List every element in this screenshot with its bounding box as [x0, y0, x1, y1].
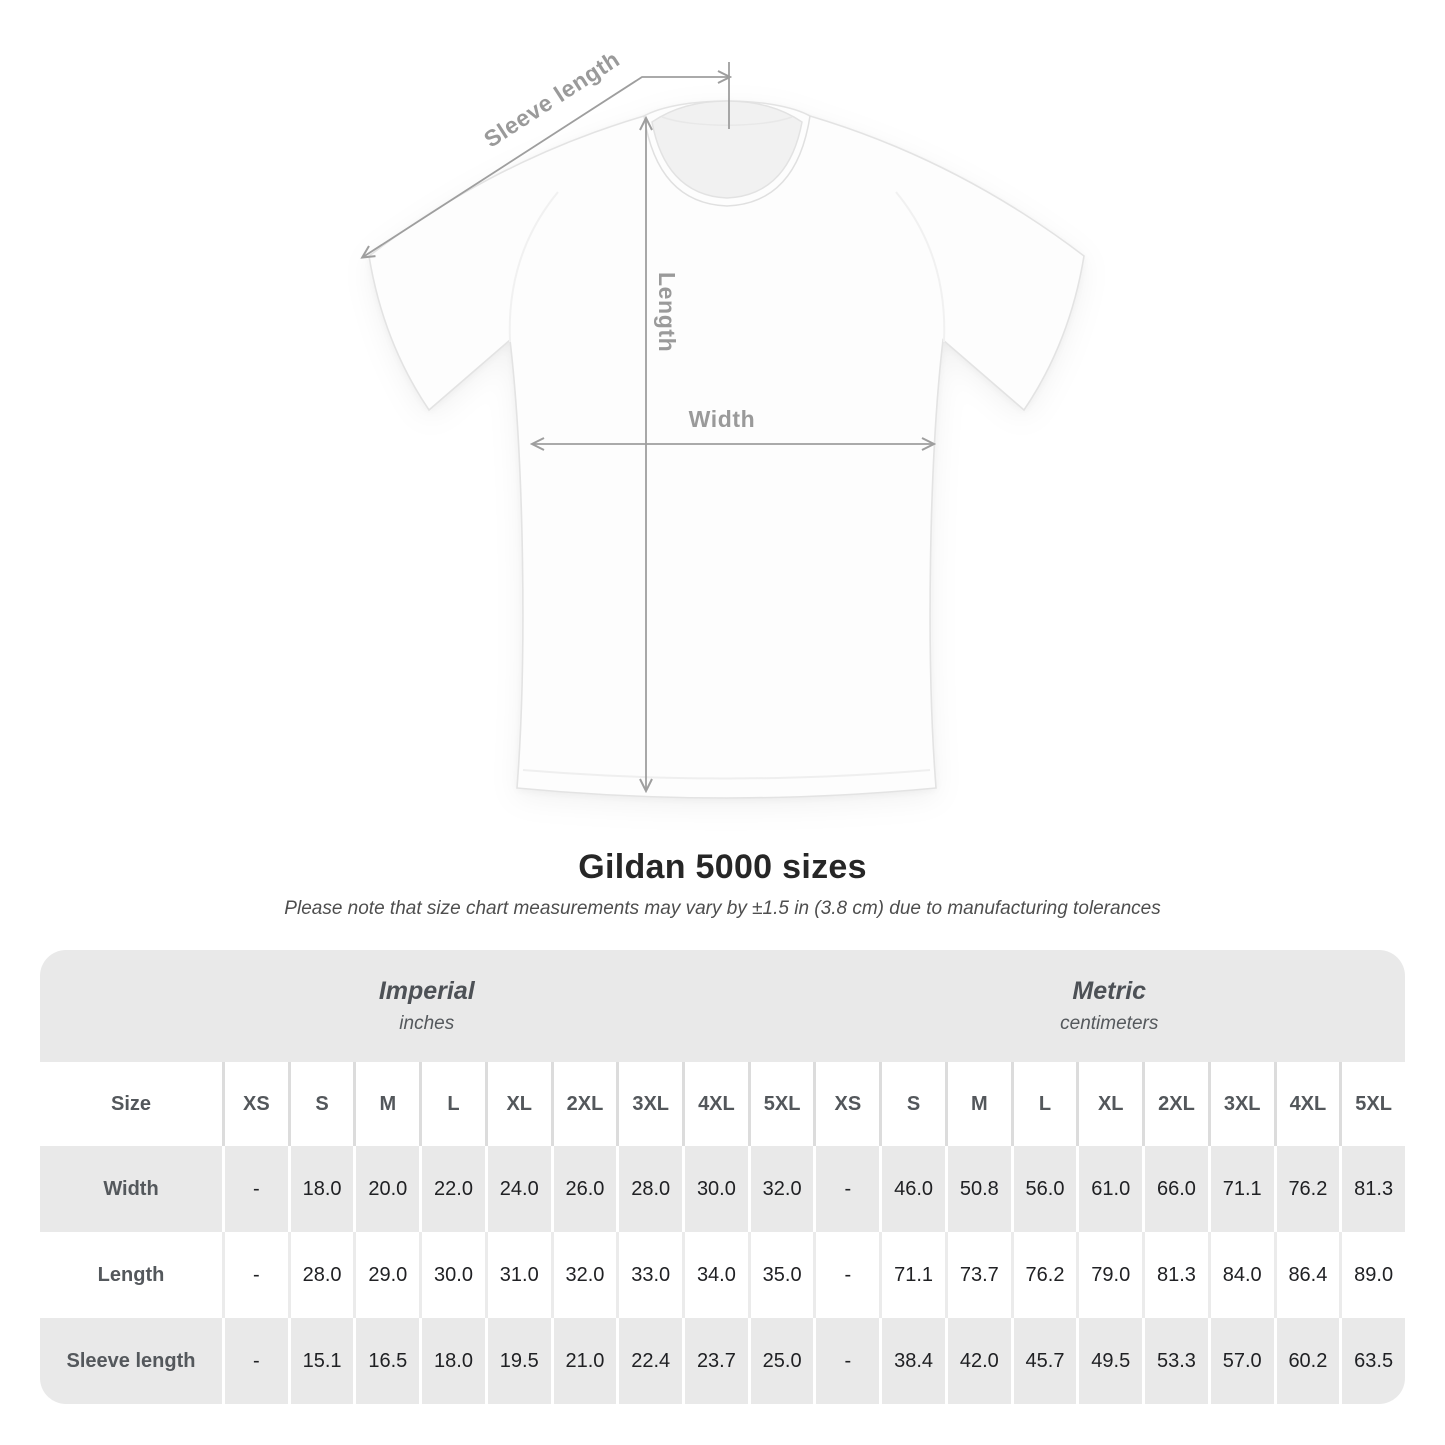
- table-cell: 49.5: [1076, 1318, 1142, 1404]
- size-col-header: M: [353, 1062, 419, 1146]
- size-col-header: XS: [222, 1062, 288, 1146]
- table-cell: 50.8: [944, 1146, 1011, 1232]
- table-cell: 30.0: [682, 1146, 748, 1232]
- table-cell: 16.5: [353, 1318, 419, 1404]
- table-cell: 28.0: [616, 1146, 682, 1232]
- table-cell: 71.1: [1207, 1146, 1274, 1232]
- unit-group-header-row: Imperial inches Metric centimeters: [40, 950, 1405, 1062]
- table-cell: 32.0: [550, 1232, 617, 1318]
- table-row-length: Length - 28.0 29.0 30.0 31.0 32.0 33.0 3…: [40, 1232, 1405, 1318]
- size-col-header: XL: [1076, 1062, 1142, 1146]
- table-cell: 57.0: [1207, 1318, 1274, 1404]
- size-column-header: Size: [110, 1092, 152, 1115]
- table-cell: 60.2: [1273, 1318, 1340, 1404]
- table-cell: 20.0: [353, 1146, 419, 1232]
- metric-group-title: Metric: [1072, 977, 1147, 1005]
- table-cell: 29.0: [353, 1232, 419, 1318]
- row-label: Sleeve length: [66, 1349, 196, 1372]
- table-cell: 32.0: [747, 1146, 814, 1232]
- tshirt-measurement-diagram: Sleeve length Length Width: [0, 46, 1085, 799]
- table-cell: 28.0: [287, 1232, 354, 1318]
- size-col-header: S: [287, 1062, 354, 1146]
- size-col-header: XL: [484, 1062, 551, 1146]
- table-cell: 34.0: [682, 1232, 748, 1318]
- table-cell: 81.3: [1142, 1232, 1208, 1318]
- tshirt-shape: [368, 100, 1085, 799]
- table-cell: 61.0: [1076, 1146, 1142, 1232]
- table-cell: 73.7: [944, 1232, 1011, 1318]
- table-cell: 21.0: [550, 1318, 617, 1404]
- table-cell: 45.7: [1010, 1318, 1077, 1404]
- table-cell: 26.0: [550, 1146, 617, 1232]
- size-table: Imperial inches Metric centimeters Size …: [40, 950, 1405, 1404]
- table-cell: -: [222, 1232, 288, 1318]
- table-cell: 18.0: [419, 1318, 485, 1404]
- table-cell: 31.0: [484, 1232, 551, 1318]
- table-cell: -: [813, 1318, 879, 1404]
- size-header-row: Size XS S M L XL 2XL 3XL 4XL 5XL XS S M …: [40, 1062, 1405, 1146]
- tolerance-note: Please note that size chart measurements…: [284, 898, 1161, 919]
- table-cell: 89.0: [1339, 1232, 1405, 1318]
- table-cell: 18.0: [287, 1146, 354, 1232]
- dimension-lines: [363, 62, 933, 790]
- size-col-header: XS: [813, 1062, 879, 1146]
- size-col-header: 3XL: [1207, 1062, 1274, 1146]
- size-col-header: 2XL: [550, 1062, 617, 1146]
- table-cell: 24.0: [484, 1146, 551, 1232]
- table-cell: 86.4: [1273, 1232, 1340, 1318]
- metric-group-unit: centimeters: [1060, 1013, 1159, 1034]
- table-cell: 76.2: [1273, 1146, 1340, 1232]
- table-cell: 56.0: [1010, 1146, 1077, 1232]
- table-cell: 81.3: [1339, 1146, 1405, 1232]
- page-title: Gildan 5000 sizes: [578, 848, 867, 886]
- size-col-header: S: [879, 1062, 945, 1146]
- size-col-header: 5XL: [747, 1062, 814, 1146]
- table-cell: 66.0: [1142, 1146, 1208, 1232]
- table-cell: 38.4: [879, 1318, 945, 1404]
- table-cell: 71.1: [879, 1232, 945, 1318]
- size-col-header: M: [944, 1062, 1011, 1146]
- size-col-header: 5XL: [1339, 1062, 1405, 1146]
- imperial-group-header: Imperial inches: [40, 950, 814, 1062]
- size-col-header: L: [419, 1062, 485, 1146]
- table-cell: 30.0: [419, 1232, 485, 1318]
- size-col-header: 3XL: [616, 1062, 682, 1146]
- table-cell: 19.5: [484, 1318, 551, 1404]
- table-cell: -: [222, 1318, 288, 1404]
- table-row-width: Width - 18.0 20.0 22.0 24.0 26.0 28.0 30…: [40, 1146, 1405, 1232]
- table-cell: 22.4: [616, 1318, 682, 1404]
- size-col-header: 2XL: [1142, 1062, 1208, 1146]
- row-label: Length: [97, 1263, 165, 1286]
- table-cell: 15.1: [287, 1318, 354, 1404]
- table-cell: -: [813, 1232, 879, 1318]
- table-cell: 33.0: [616, 1232, 682, 1318]
- table-cell: 46.0: [879, 1146, 945, 1232]
- length-label: Length: [654, 272, 680, 353]
- row-label: Width: [103, 1177, 159, 1200]
- metric-group-header: Metric centimeters: [814, 950, 1406, 1062]
- table-cell: 22.0: [419, 1146, 485, 1232]
- table-cell: 76.2: [1010, 1232, 1077, 1318]
- table-cell: 53.3: [1142, 1318, 1208, 1404]
- imperial-group-unit: inches: [399, 1013, 455, 1034]
- table-row-sleeve-length: Sleeve length - 15.1 16.5 18.0 19.5 21.0…: [40, 1318, 1405, 1404]
- table-cell: 35.0: [747, 1232, 814, 1318]
- table-cell: 23.7: [682, 1318, 748, 1404]
- size-col-header: L: [1010, 1062, 1077, 1146]
- tshirt-image: [0, 62, 1085, 799]
- table-cell: 79.0: [1076, 1232, 1142, 1318]
- table-cell: 63.5: [1339, 1318, 1405, 1404]
- size-col-header: 4XL: [1273, 1062, 1340, 1146]
- table-cell: -: [813, 1146, 879, 1232]
- width-label: Width: [688, 406, 756, 432]
- sleeve-length-arrow: [363, 77, 729, 257]
- table-cell: 84.0: [1207, 1232, 1274, 1318]
- table-cell: -: [222, 1146, 288, 1232]
- table-cell: 42.0: [944, 1318, 1011, 1404]
- table-cell: 25.0: [747, 1318, 814, 1404]
- imperial-group-title: Imperial: [378, 977, 475, 1005]
- size-col-header: 4XL: [682, 1062, 748, 1146]
